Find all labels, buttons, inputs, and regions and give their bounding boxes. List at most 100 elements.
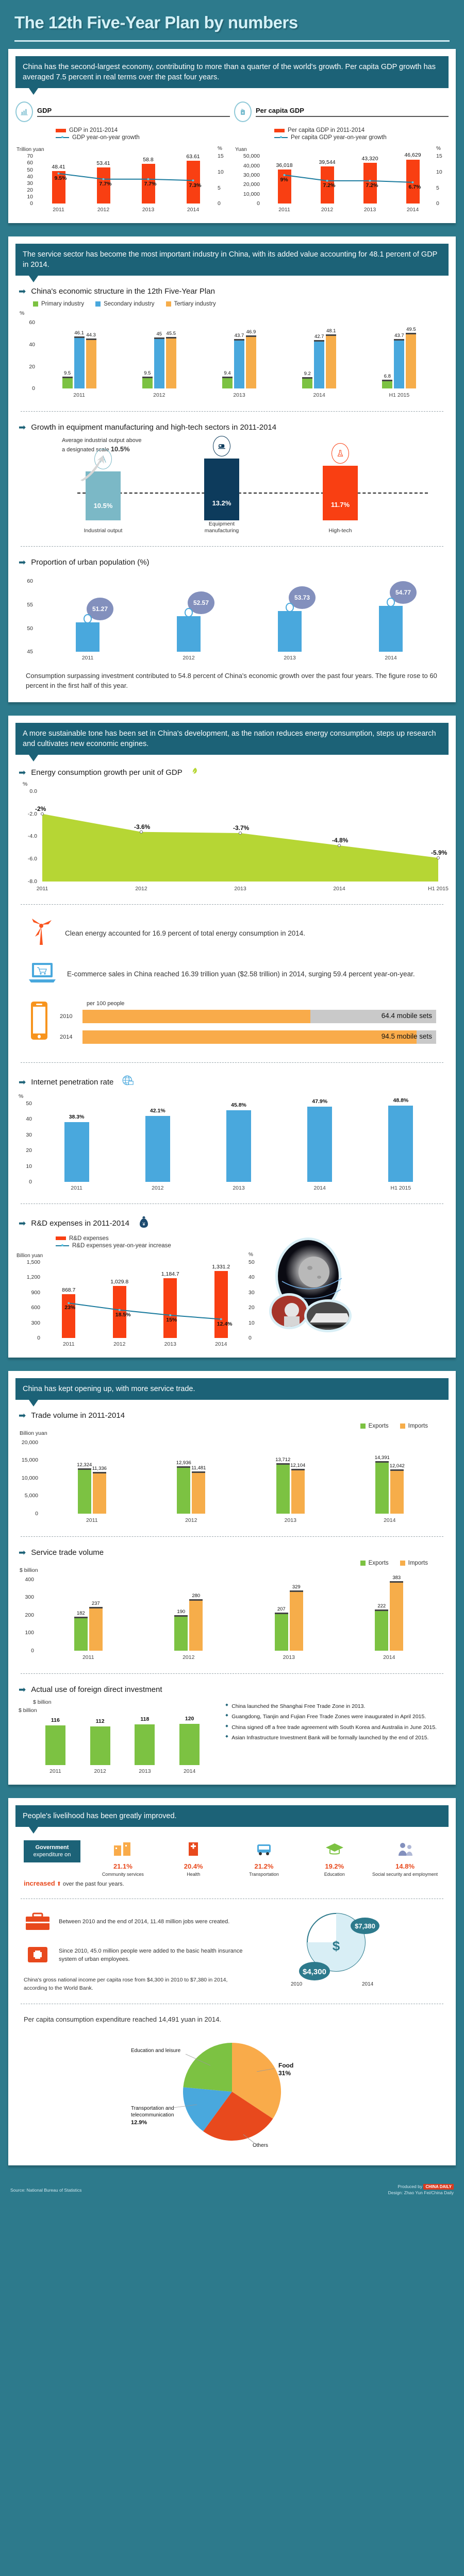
bar-value-label: 48.1 — [326, 328, 336, 334]
x-tick: 2012 — [321, 207, 334, 213]
gov-expenditure-block: Government expenditure on 21.1% Community… — [24, 1840, 440, 1877]
x-tick: 2012 — [153, 392, 165, 399]
jobs-row: Between 2010 and the end of 2014, 11.48 … — [24, 1910, 251, 1935]
bar — [76, 622, 100, 652]
bar-value-label: 9.5 — [144, 370, 151, 377]
y-axis-label: Billion yuan — [16, 1252, 43, 1259]
title-bar: The 12th Five-Year Plan by numbers — [0, 0, 464, 42]
trade-heading: ➡ Trade volume in 2011-2014 — [19, 1410, 125, 1420]
y-tick: 400 — [25, 1576, 34, 1583]
bar-value-label: 48.41 — [52, 163, 65, 170]
infographic-page: The 12th Five-Year Plan by numbers China… — [0, 0, 464, 2203]
gdp-legend-bar: GDP in 2011-2014 — [69, 127, 118, 134]
bar — [77, 1469, 91, 1514]
bar — [382, 381, 393, 389]
money-bag-icon: ¥ — [138, 1215, 150, 1231]
area-value-label: -3.7% — [233, 824, 250, 832]
wallet-icon — [234, 101, 252, 123]
globe-laptop-icon — [122, 1074, 135, 1090]
bar-value-label: 1,184.7 — [161, 1270, 179, 1277]
bar-cap — [142, 377, 153, 379]
bar-cap — [326, 334, 337, 336]
bar-cap — [222, 377, 233, 379]
bar — [204, 459, 239, 521]
y-tick: 600 — [31, 1304, 40, 1311]
structure-legend: Primary industry Secondary industry Tert… — [33, 301, 449, 308]
area-value-label: -2% — [35, 805, 46, 812]
gdp-chart: 70 60 50 40 30 20 10 0 Trillion yuan 15 10 5 0% 48.41… — [15, 146, 230, 214]
bar-cap — [390, 1469, 404, 1471]
structure-heading: ➡ China's economic structure in the 12th… — [19, 286, 215, 297]
y-axis-label: Billion yuan — [20, 1430, 47, 1436]
y-tick: 20,000 — [21, 1439, 38, 1446]
x-tick: 2013 — [164, 1341, 176, 1347]
train-icon — [213, 436, 230, 457]
bar-cap — [291, 1469, 305, 1471]
area-value-label: -5.9% — [431, 849, 448, 857]
expenditure-values-row: 21.1% Community services 20.4% Health 21.2… — [102, 1862, 438, 1877]
x-tick: 2013 — [363, 207, 376, 213]
arrow-right-icon: ➡ — [19, 1547, 26, 1557]
bar — [307, 1107, 333, 1182]
bar-value-label: 63.61 — [186, 153, 200, 160]
footer-source: Source: National Bureau of Statistics — [10, 2187, 82, 2193]
line-value-label: 6.7% — [408, 184, 421, 191]
bar-value-label: 49.5 — [406, 326, 416, 332]
y-tick: 30 — [26, 1131, 32, 1138]
arrow-right-icon: ➡ — [19, 767, 26, 777]
x-tick: 2013 — [284, 655, 296, 662]
person-icon — [185, 608, 193, 618]
callout-economy: China has the second-largest economy, co… — [15, 56, 449, 95]
bar-cap — [92, 1471, 106, 1473]
pc-legend-line: Per capita GDP year-on-year growth — [291, 134, 387, 141]
x-tick: 2014 — [385, 655, 397, 662]
line-value-label: 12.4% — [217, 1320, 233, 1327]
energy-chart: 0.0 -2.0 -4.0 -6.0 -8.0% -2% 2011 -3.6% 2012 -3.7… — [15, 781, 449, 893]
x-tick: 2012 — [183, 1654, 195, 1660]
bar-cap — [246, 335, 256, 337]
rd-legend: R&D expenses R&D expenses year-on-year i… — [56, 1235, 262, 1249]
area-series — [41, 812, 440, 882]
bar-value-label: 1,029.8 — [110, 1279, 129, 1285]
gni-text: China's gross national income per capita… — [24, 1976, 228, 1991]
bar-value-label: 116 — [51, 1717, 60, 1723]
y-tick: 40 — [29, 341, 35, 348]
bar — [165, 338, 176, 389]
clean-energy-row: Clean energy accounted for 16.9 percent … — [28, 916, 436, 951]
bar-cap — [314, 340, 325, 342]
bar-value-label: 44.3 — [86, 332, 96, 338]
pill-year: 2010 — [60, 1013, 73, 1020]
y-axis-label: % — [23, 781, 28, 787]
pie-education-label: Education and leisure — [131, 2048, 181, 2054]
bar-value-label: 190 — [177, 1609, 186, 1615]
bar-cap — [189, 1599, 203, 1601]
x-tick: 2013 — [233, 392, 245, 399]
y2-tick: 0 — [218, 200, 221, 207]
callout-livelihood: People's livelihood has been greatly imp… — [15, 1805, 449, 1834]
bar-cap — [77, 1468, 91, 1470]
y-tick: 0.0 — [29, 788, 37, 794]
x-tick: 2013 — [234, 885, 246, 892]
gni-2014-year: 2014 — [362, 1981, 374, 1987]
y2-tick: 30 — [248, 1289, 255, 1296]
fdi-chart: $ billion 116 2011 112 2012 118 2013 120 2014 — [15, 1707, 219, 1775]
bar — [177, 1467, 191, 1514]
health-insurance-text: Since 2010, 45.0 million people were add… — [59, 1948, 243, 1963]
bar-value-label: 11,481 — [191, 1465, 206, 1471]
y-tick: 60 — [27, 160, 33, 166]
community-icon — [88, 1840, 158, 1860]
footer: Source: National Bureau of Statistics Pr… — [0, 2179, 464, 2202]
bar-value-label: 12,324 — [77, 1462, 92, 1468]
y-tick: 70 — [27, 153, 33, 160]
x-tick: 2011 — [81, 655, 94, 662]
y-tick: 0 — [35, 1510, 38, 1517]
growth-note: Average industrial output above a design… — [62, 437, 142, 453]
train-photo — [304, 1299, 352, 1332]
bar — [45, 1725, 65, 1765]
y2-tick: 15 — [218, 153, 224, 160]
bar-cap — [390, 1581, 404, 1583]
pill-value: 94.5 mobile sets — [381, 1032, 432, 1040]
bar-cap — [74, 1617, 88, 1619]
pie-transport-label: Transportation and — [131, 2106, 174, 2111]
bar-value-label: 329 — [292, 1584, 301, 1590]
